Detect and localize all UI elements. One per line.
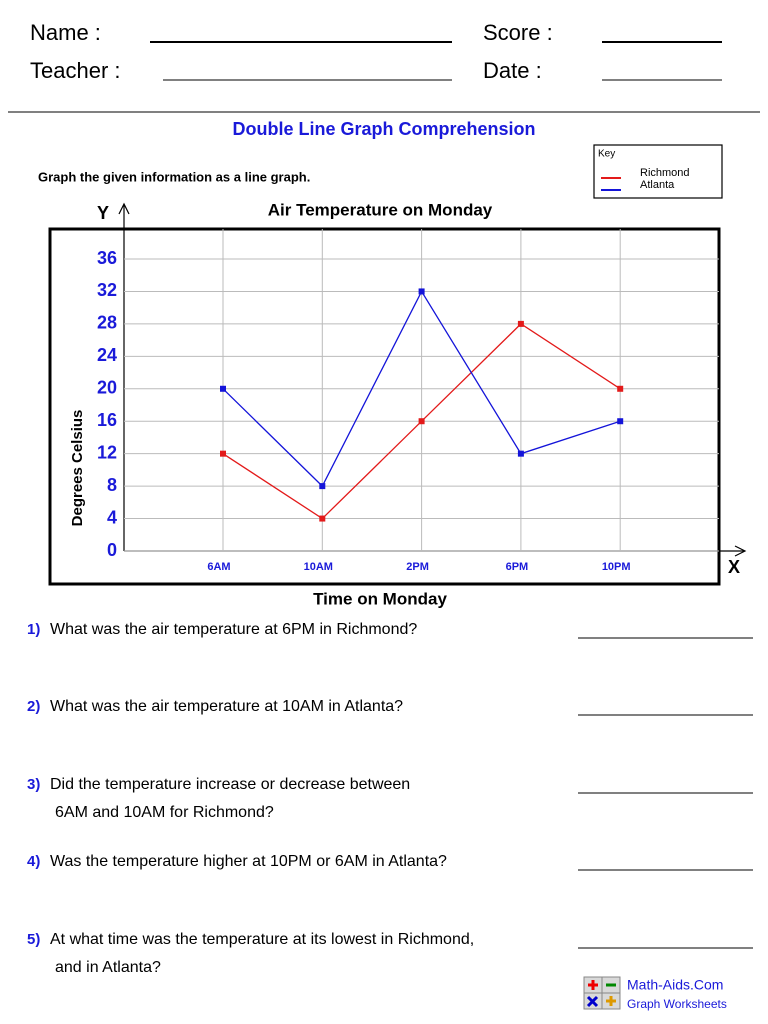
x-tick-label: 10PM [602,561,631,573]
x-tick-label: 6PM [506,561,529,573]
point [418,418,425,425]
question-text: Was the temperature higher at 10PM or 6A… [50,853,447,870]
legend-label: Atlanta [640,179,675,191]
point [418,288,425,295]
y-axis-symbol: Y [97,203,109,223]
y-tick-label: 28 [97,313,117,333]
chart-frame [48,227,721,586]
point [617,385,624,392]
question-text: 6AM and 10AM for Richmond? [55,804,274,821]
x-tick-label: 6AM [207,561,230,573]
question-text: Did the temperature increase or decrease… [50,776,410,793]
y-tick-label: 4 [107,507,117,527]
y-tick-label: 12 [97,442,117,462]
grid [124,229,719,552]
question-number: 2) [27,698,40,715]
y-tick-label: 36 [97,248,117,268]
point [517,450,524,457]
footer-subtitle: Graph Worksheets [627,997,727,1011]
question-text: What was the air temperature at 6PM in R… [50,621,417,638]
question-number: 5) [27,931,40,948]
y-tick-label: 8 [107,475,117,495]
teacher-label: Teacher : [30,58,121,83]
y-arrow [118,202,130,215]
x-axis-label: Time on Monday [313,589,447,608]
score-label: Score : [483,20,553,45]
point [220,450,226,457]
y-tick-label: 0 [107,540,117,560]
y-tick-label: 16 [97,410,117,430]
worksheet-title: Double Line Graph Comprehension [232,119,535,139]
x-tick-label: 2PM [406,561,429,573]
question-text: What was the air temperature at 10AM in … [50,698,403,715]
point [617,418,624,425]
y-axis-label: Degrees Celsius [69,410,86,527]
instruction: Graph the given information as a line gr… [38,169,310,184]
y-tick-label: 24 [97,345,117,365]
x-tick-label: 10AM [304,561,333,573]
question-number: 3) [27,776,40,793]
point [319,515,326,522]
key-label: Key [598,149,615,160]
x-arrow [734,545,747,557]
question-text: At what time was the temperature at its … [50,931,474,948]
point [220,385,226,392]
name-label: Name : [30,20,101,45]
footer-logo [583,976,621,1010]
chart-title: Air Temperature on Monday [268,200,493,219]
y-tick-label: 20 [97,378,117,398]
point [319,483,326,490]
date-label: Date : [483,58,542,83]
question-text: and in Atlanta? [55,959,161,976]
point [517,320,524,327]
legend-label: Richmond [640,167,690,179]
question-number: 4) [27,853,40,870]
question-number: 1) [27,621,40,638]
x-axis-symbol: X [728,557,740,577]
y-tick-label: 32 [97,280,117,300]
footer-site: Math-Aids.Com [627,977,723,993]
